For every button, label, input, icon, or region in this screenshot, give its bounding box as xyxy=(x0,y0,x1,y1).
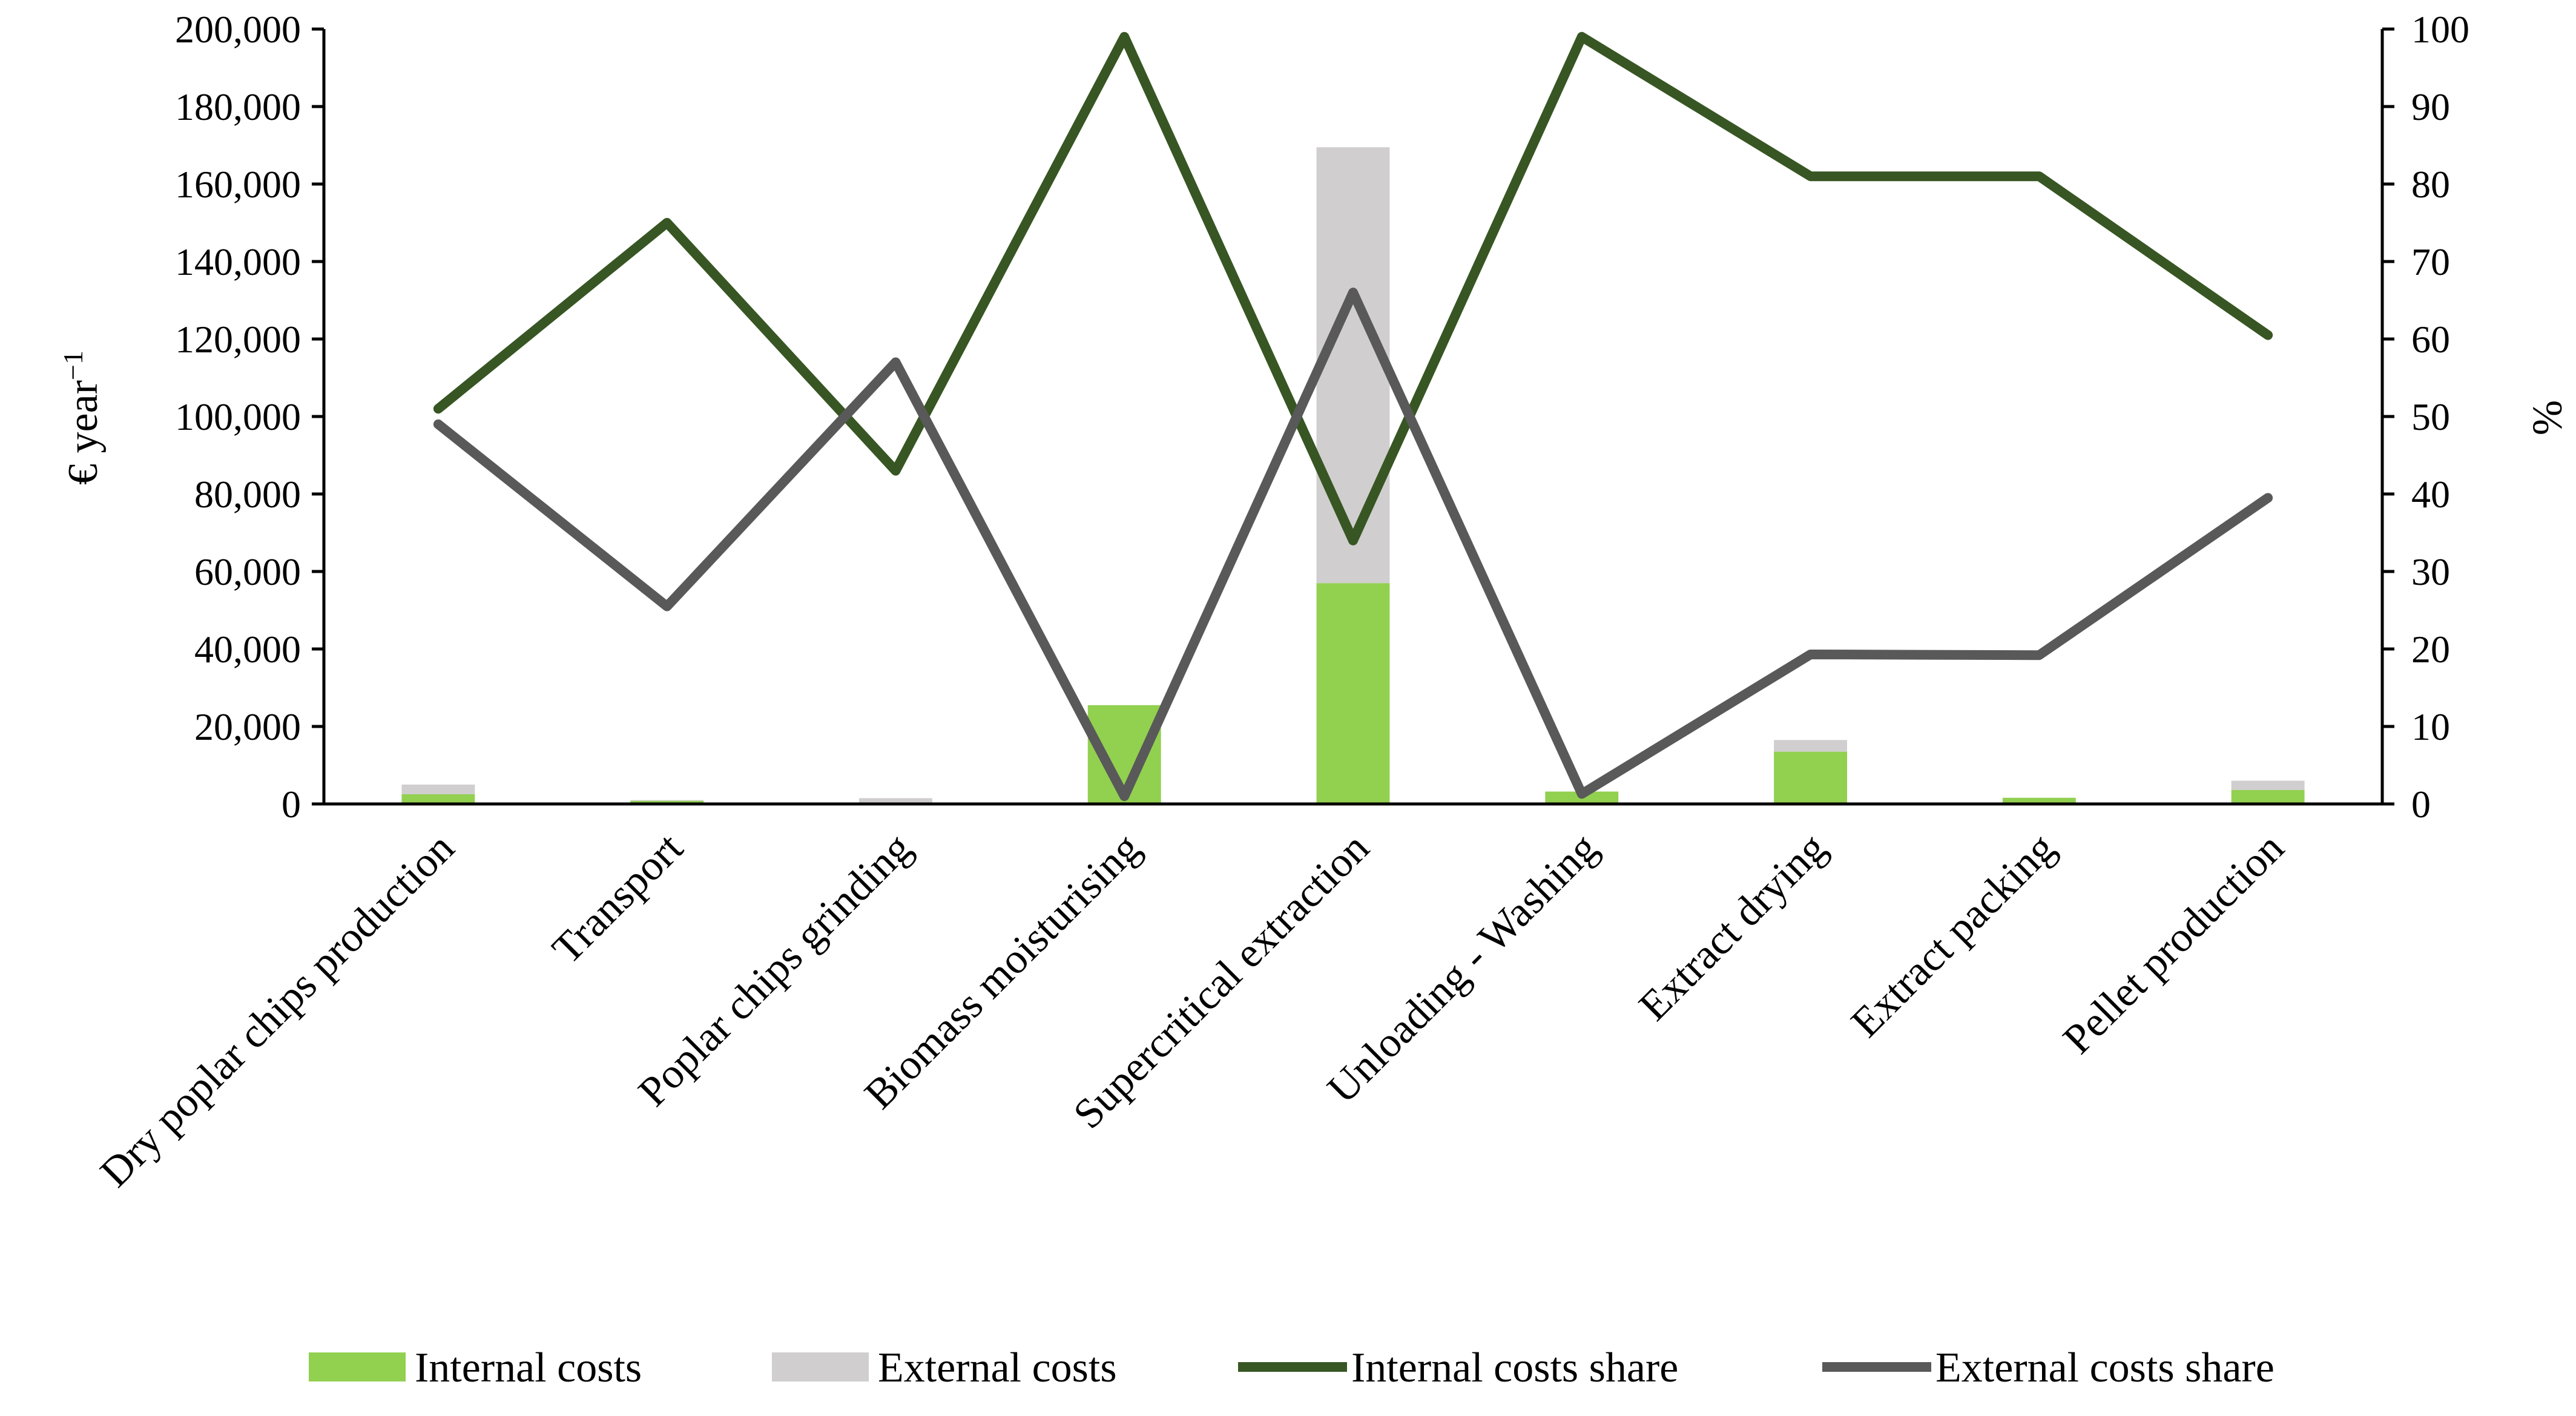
left-tick-label: 0 xyxy=(282,783,301,826)
right-tick-label: 20 xyxy=(2411,628,2450,671)
legend-label-internal-costs-share: Internal costs share xyxy=(1351,1345,1678,1391)
bars-layer xyxy=(401,147,2305,804)
right-tick-label: 30 xyxy=(2411,550,2450,593)
legend-label-external-costs: External costs xyxy=(878,1345,1117,1391)
bar-internal-costs-4 xyxy=(1316,583,1390,804)
bar-internal-costs-6 xyxy=(1774,751,1847,804)
right-tick-label: 0 xyxy=(2411,783,2431,826)
right-axis-title: % xyxy=(2524,400,2571,435)
bar-internal-costs-1 xyxy=(630,800,704,804)
category-label: Extract packing xyxy=(1842,825,2064,1046)
legend-label-internal-costs: Internal costs xyxy=(415,1345,642,1391)
ticks-layer: 0 20,000 40,000 60,000 80,000 100,000 120,000 1… xyxy=(175,8,2469,826)
left-tick-label: 180,000 xyxy=(175,85,301,128)
category-label: Dry poplar chips production xyxy=(91,825,463,1196)
right-tick-label: 90 xyxy=(2411,85,2450,128)
bar-external-costs-1 xyxy=(630,800,704,801)
left-tick-label: 60,000 xyxy=(194,550,301,593)
category-label: Transport xyxy=(544,824,693,973)
left-tick-label: 160,000 xyxy=(175,163,301,206)
right-tick-label: 50 xyxy=(2411,395,2450,438)
categories-layer: Dry poplar chips production TransportPopl… xyxy=(91,824,2293,1196)
bar-external-costs-6 xyxy=(1774,740,1847,752)
right-tick-label: 60 xyxy=(2411,318,2450,361)
left-tick-label: 20,000 xyxy=(194,705,301,748)
lines-layer xyxy=(433,31,2273,802)
left-tick-label: 140,000 xyxy=(175,240,301,283)
right-tick-label: 100 xyxy=(2411,8,2469,51)
left-tick-label: 200,000 xyxy=(175,8,301,51)
legend-swatch-internal-costs xyxy=(309,1352,406,1381)
right-tick-label: 40 xyxy=(2411,473,2450,516)
bar-external-costs-8 xyxy=(2231,780,2305,790)
left-tick-label: 100,000 xyxy=(175,395,301,438)
category-label: Pellet production xyxy=(2054,825,2293,1063)
legend-label-external-costs-share: External costs share xyxy=(1935,1345,2275,1391)
bar-internal-costs-0 xyxy=(401,794,475,804)
bar-external-costs-2 xyxy=(859,798,932,803)
bar-internal-costs-7 xyxy=(2002,797,2076,804)
left-tick-label: 120,000 xyxy=(175,318,301,361)
left-tick-label: 40,000 xyxy=(194,628,301,671)
left-tick-label: 80,000 xyxy=(194,473,301,516)
bar-external-costs-4 xyxy=(1316,147,1390,584)
bar-external-costs-0 xyxy=(401,785,475,794)
legend: Internal costs External costs Internal c… xyxy=(309,1345,2275,1391)
right-tick-label: 70 xyxy=(2411,240,2450,283)
left-axis-title: € year−1 xyxy=(58,351,107,485)
category-label: Extract drying xyxy=(1630,825,1836,1030)
bar-internal-costs-8 xyxy=(2231,789,2305,804)
right-tick-label: 80 xyxy=(2411,163,2450,206)
legend-swatch-external-costs xyxy=(772,1352,869,1381)
right-tick-label: 10 xyxy=(2411,705,2450,748)
